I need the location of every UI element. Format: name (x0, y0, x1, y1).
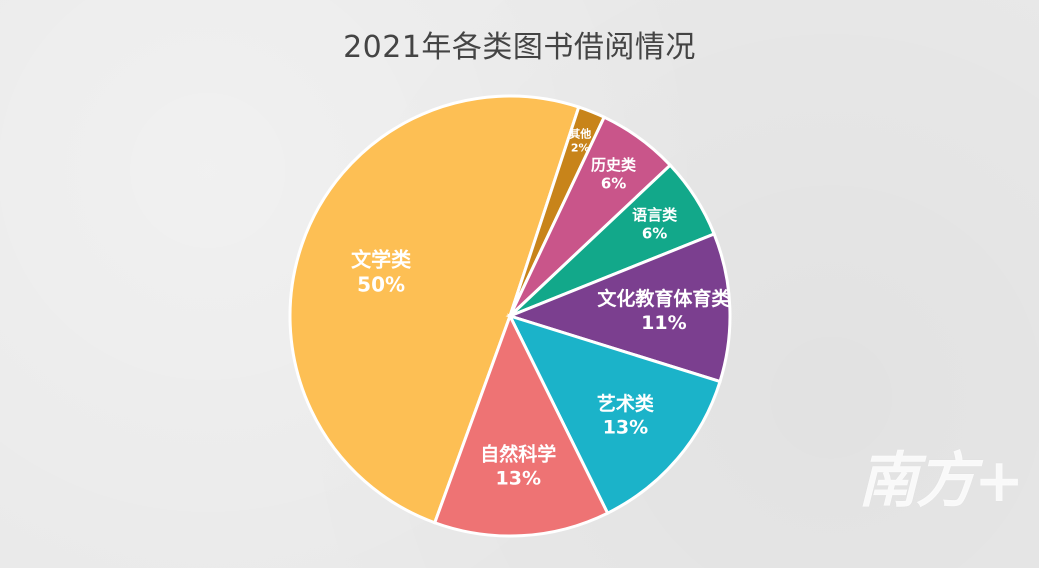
pie-slice (505, 232, 732, 384)
slice-percent-label: 13% (603, 417, 648, 439)
slice-category-label: 文化教育体育类 (597, 287, 730, 310)
slice-percent-label: 50% (357, 272, 405, 296)
chart-title: 2021年各类图书借阅情况 (343, 30, 696, 65)
slice-percent-label: 2% (571, 141, 590, 154)
pie-slice (288, 94, 581, 525)
slice-percent-label: 6% (642, 225, 667, 243)
slice-percent-label: 11% (641, 312, 686, 334)
slice-category-label: 艺术类 (597, 392, 654, 415)
pie-labels: 文学类50%其他2%历史类6%语言类6%文化教育体育类11%艺术类13%自然科学… (351, 127, 730, 490)
slice-percent-label: 6% (601, 175, 626, 193)
watermark-logo: 南方+ (858, 446, 1024, 516)
pie-slice (432, 312, 610, 538)
slice-category-label: 文学类 (351, 247, 411, 271)
slice-category-label: 历史类 (591, 156, 637, 174)
slice-category-label: 其他 (569, 127, 591, 141)
slice-percent-label: 13% (496, 467, 541, 489)
slice-category-label: 语言类 (632, 206, 678, 224)
pie-slice (507, 313, 722, 516)
slice-category-label: 自然科学 (480, 443, 556, 466)
pie-slices (288, 94, 732, 538)
